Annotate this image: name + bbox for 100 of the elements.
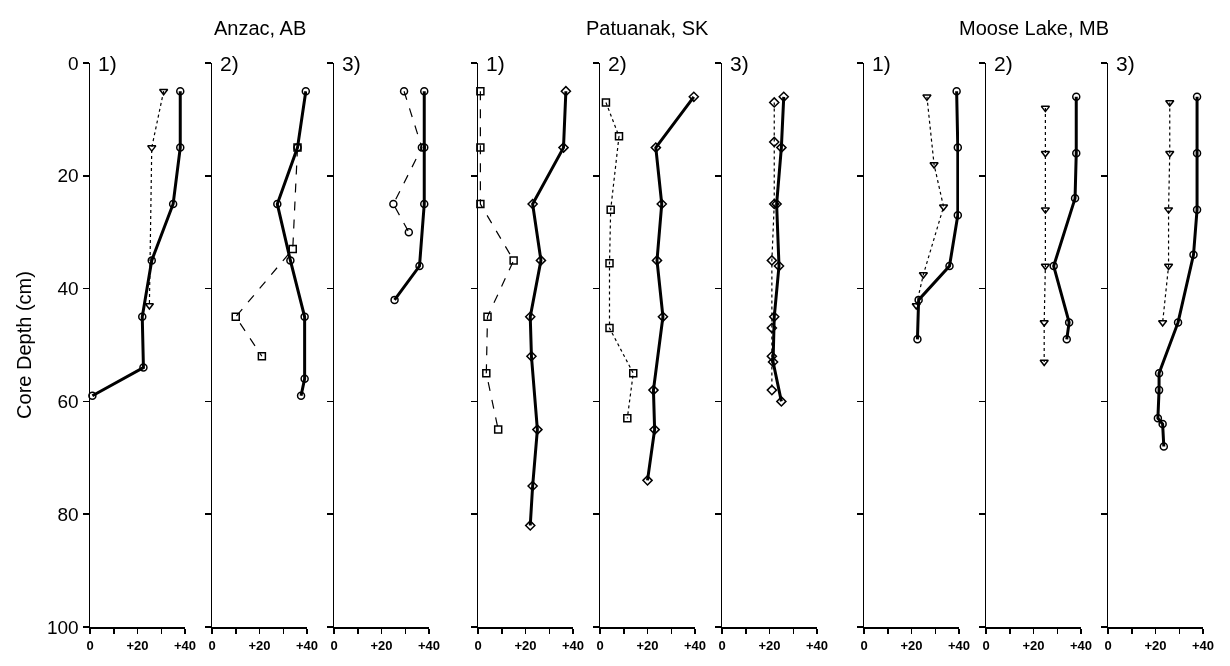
point [389,199,398,209]
x-tick-label: 0 [208,637,216,653]
point [168,199,178,209]
point [913,335,922,344]
x-tick-label: +20 [900,637,923,653]
point [922,94,932,102]
x-tick-label: +20 [370,637,393,653]
x-tick-label: 0 [718,637,726,653]
point [651,255,663,266]
x-tick-label: +20 [514,637,537,653]
point [657,311,669,323]
point [1049,261,1058,271]
point [483,312,492,322]
point [420,143,429,152]
point [420,86,429,96]
point [766,322,778,334]
x-tick-label: +40 [1191,637,1215,653]
chart-title: Anzac, AB [214,17,307,39]
x-tick-label: +40 [561,637,585,653]
chart-subtitle: 1) [98,52,117,75]
chart-subtitle: 3) [730,52,749,75]
point [1164,150,1175,158]
point [526,350,537,362]
y-axis-title: Core Depth (cm) [12,271,35,419]
x-tick-label: +40 [683,637,707,653]
point [688,91,700,103]
point [938,204,949,212]
x-tick-label: +40 [805,637,829,653]
point [767,356,779,368]
point [1040,105,1051,113]
point [1072,148,1081,158]
point [1062,335,1071,344]
point [476,86,485,96]
point [656,198,668,210]
point [300,312,309,322]
point [296,391,306,401]
point [404,227,414,237]
point [629,368,638,378]
point [399,86,409,96]
point [929,162,939,169]
x-tick-label: +40 [295,637,319,653]
point [420,199,429,209]
point [1159,442,1169,451]
point [176,86,185,96]
point [1039,359,1049,367]
point [768,97,780,108]
point [560,85,572,97]
point [1072,92,1081,102]
point [649,424,660,435]
point [1158,419,1167,429]
point [1192,148,1202,158]
point [524,311,536,323]
point [768,136,780,148]
chart-subtitle: 2) [994,52,1013,75]
point [605,323,614,333]
point [476,143,485,152]
x-tick-label: +20 [758,637,781,653]
point [1164,99,1175,107]
point [768,311,780,323]
y-tick-label: 60 [57,391,79,413]
point [614,132,624,141]
point [1154,385,1164,395]
x-tick-label: +20 [1022,637,1045,653]
point [773,260,785,272]
point [606,205,615,214]
x-tick-label: 0 [1104,637,1112,653]
point [945,261,954,271]
x-tick-label: +40 [947,637,971,653]
x-tick-label: +20 [126,637,149,653]
point [273,199,282,209]
point [1153,414,1163,423]
point [476,199,485,209]
point [953,211,963,220]
chart-subtitle: 2) [220,52,239,75]
point [1040,263,1051,271]
x-tick-label: +40 [1069,637,1093,653]
point [766,384,778,396]
x-tick-label: 0 [330,637,338,653]
point [1070,194,1080,203]
chart-subtitle: 3) [342,52,361,75]
point [482,368,491,378]
point [601,98,611,107]
point [1189,250,1198,260]
point [138,312,147,322]
point [1064,318,1074,327]
point [257,352,267,361]
point [776,396,787,407]
point [1039,319,1049,327]
point [158,88,169,96]
y-tick-label: 40 [57,278,79,300]
point [139,363,148,372]
point [953,143,963,152]
point [288,244,297,254]
point [776,142,787,153]
point [605,258,614,268]
point [1192,205,1202,214]
point [532,424,543,435]
point [642,475,653,486]
point [558,142,569,153]
point [1154,368,1164,378]
